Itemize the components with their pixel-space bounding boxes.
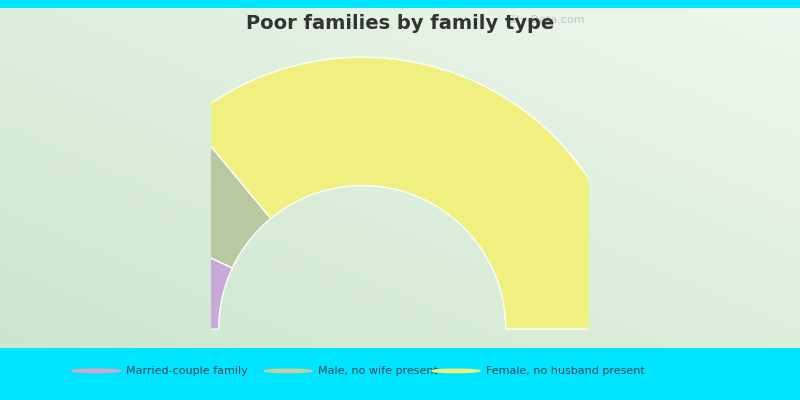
Text: Female, no husband present: Female, no husband present <box>486 366 645 376</box>
Circle shape <box>264 369 312 372</box>
Text: Married-couple family: Married-couple family <box>126 366 248 376</box>
Circle shape <box>432 369 480 372</box>
Wedge shape <box>116 120 270 268</box>
Text: Poor families by family type: Poor families by family type <box>246 14 554 33</box>
Text: City-Data.com: City-Data.com <box>506 15 585 25</box>
Text: Male, no wife present: Male, no wife present <box>318 366 438 376</box>
Circle shape <box>72 369 120 372</box>
Wedge shape <box>189 57 634 329</box>
Wedge shape <box>90 213 232 329</box>
